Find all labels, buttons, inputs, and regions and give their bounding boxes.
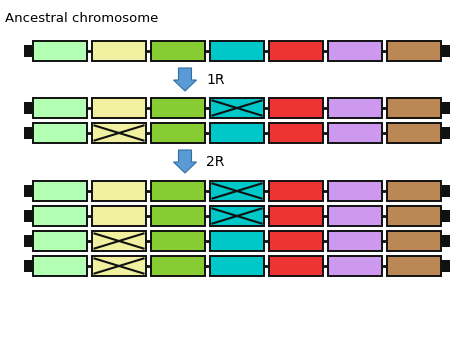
Bar bbox=[151, 98, 205, 118]
Bar bbox=[33, 41, 87, 61]
Bar bbox=[269, 231, 323, 251]
FancyArrow shape bbox=[173, 150, 197, 173]
Bar bbox=[442, 260, 450, 272]
Bar bbox=[33, 123, 87, 143]
Bar bbox=[442, 210, 450, 222]
Bar bbox=[92, 123, 146, 143]
Bar bbox=[33, 256, 87, 276]
Bar bbox=[24, 185, 32, 197]
Bar bbox=[328, 181, 382, 201]
Bar bbox=[442, 127, 450, 139]
Bar bbox=[269, 256, 323, 276]
Bar bbox=[33, 181, 87, 201]
Bar bbox=[328, 98, 382, 118]
Bar bbox=[24, 210, 32, 222]
Bar bbox=[387, 98, 441, 118]
Bar bbox=[210, 256, 264, 276]
Bar bbox=[387, 41, 441, 61]
Bar bbox=[442, 102, 450, 114]
Bar bbox=[92, 206, 146, 226]
Bar bbox=[151, 41, 205, 61]
Bar bbox=[33, 231, 87, 251]
Bar bbox=[328, 206, 382, 226]
Bar bbox=[151, 256, 205, 276]
Bar bbox=[269, 123, 323, 143]
Bar bbox=[92, 98, 146, 118]
Bar bbox=[151, 231, 205, 251]
Bar bbox=[151, 181, 205, 201]
Bar bbox=[24, 260, 32, 272]
Bar bbox=[269, 206, 323, 226]
Bar bbox=[33, 98, 87, 118]
Text: Ancestral chromosome: Ancestral chromosome bbox=[5, 12, 158, 25]
Bar bbox=[328, 41, 382, 61]
Bar bbox=[269, 98, 323, 118]
FancyArrow shape bbox=[173, 68, 197, 91]
Bar bbox=[24, 102, 32, 114]
Bar bbox=[387, 181, 441, 201]
Bar bbox=[269, 181, 323, 201]
Bar bbox=[92, 41, 146, 61]
Bar bbox=[92, 256, 146, 276]
Bar bbox=[33, 206, 87, 226]
Bar bbox=[328, 231, 382, 251]
Bar bbox=[210, 206, 264, 226]
Bar bbox=[387, 231, 441, 251]
Bar bbox=[24, 45, 32, 57]
Bar bbox=[92, 231, 146, 251]
Bar bbox=[328, 123, 382, 143]
Bar bbox=[151, 206, 205, 226]
Bar bbox=[387, 123, 441, 143]
Bar bbox=[328, 256, 382, 276]
Bar bbox=[210, 181, 264, 201]
Bar bbox=[269, 41, 323, 61]
Text: 2R: 2R bbox=[206, 155, 224, 169]
Bar bbox=[24, 127, 32, 139]
Text: 1R: 1R bbox=[206, 73, 225, 86]
Bar bbox=[92, 181, 146, 201]
Bar bbox=[442, 235, 450, 247]
Bar bbox=[442, 185, 450, 197]
Bar bbox=[24, 235, 32, 247]
Bar bbox=[210, 123, 264, 143]
Bar bbox=[210, 41, 264, 61]
Bar bbox=[442, 45, 450, 57]
Bar bbox=[210, 231, 264, 251]
Bar bbox=[387, 206, 441, 226]
Bar bbox=[387, 256, 441, 276]
Bar bbox=[151, 123, 205, 143]
Bar bbox=[210, 98, 264, 118]
